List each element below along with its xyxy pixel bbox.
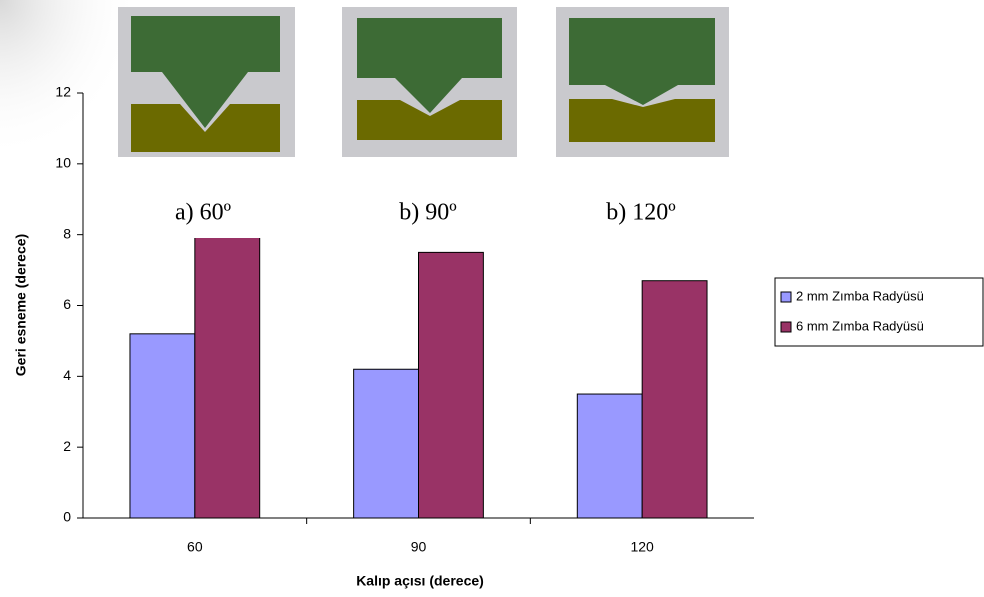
y-tick-label: 8 [63,225,71,241]
bar [577,394,642,518]
y-tick-label: 10 [55,155,71,171]
x-axis-title: Kalıp açısı (derece) [356,573,484,589]
bar [419,252,484,518]
x-tick-label: 60 [187,539,203,555]
inset-caption: b) 120º [606,200,676,226]
bar [130,334,195,518]
y-tick-label: 12 [55,84,71,100]
legend-swatch [781,322,791,332]
bar [354,369,419,518]
chart: 0 2 4 6 8 10 12 60 90 120 a) 60º b) 90º b) 120º K… [0,0,984,597]
y-tick-label: 6 [63,296,71,312]
bar [642,281,707,518]
y-tick-label: 0 [63,509,71,525]
legend: 2 mm Zımba Radyüsü 6 mm Zımba Radyüsü [775,278,983,346]
x-tick-label: 120 [630,539,654,555]
x-tick-label: 90 [411,539,427,555]
inset-overlay: a) 60º b) 90º b) 120º [96,7,741,238]
bar [195,235,260,518]
inset-caption: b) 90º [399,200,457,226]
legend-label: 6 mm Zımba Radyüsü [796,318,924,333]
caption-band [96,158,741,238]
y-axis-title: Geri esneme (derece) [13,234,29,376]
y-tick-label: 2 [63,438,71,454]
y-tick-label: 4 [63,367,71,383]
legend-label: 2 mm Zımba Radyüsü [796,288,924,303]
inset-caption: a) 60º [175,200,232,226]
legend-swatch [781,292,791,302]
